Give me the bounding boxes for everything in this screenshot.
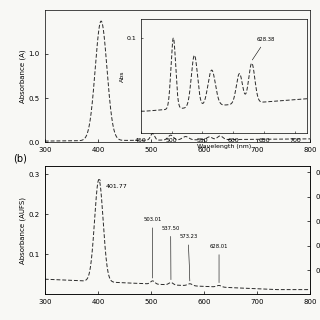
Y-axis label: Abs: Abs: [120, 70, 125, 82]
Text: (b): (b): [13, 153, 27, 163]
Text: 503.01: 503.01: [143, 217, 162, 278]
Y-axis label: Absorbance (AUFS): Absorbance (AUFS): [20, 197, 26, 264]
Text: 502.80: 502.80: [153, 123, 178, 133]
Text: 628.38: 628.38: [252, 37, 275, 60]
Text: 573.23: 573.23: [179, 234, 197, 281]
Text: 537.50: 537.50: [162, 226, 180, 280]
Y-axis label: Absorbance (A): Absorbance (A): [20, 49, 26, 103]
X-axis label: Wavelength (nm): Wavelength (nm): [197, 144, 251, 149]
Text: 401.77: 401.77: [99, 180, 128, 189]
Text: 628.01: 628.01: [210, 244, 228, 283]
